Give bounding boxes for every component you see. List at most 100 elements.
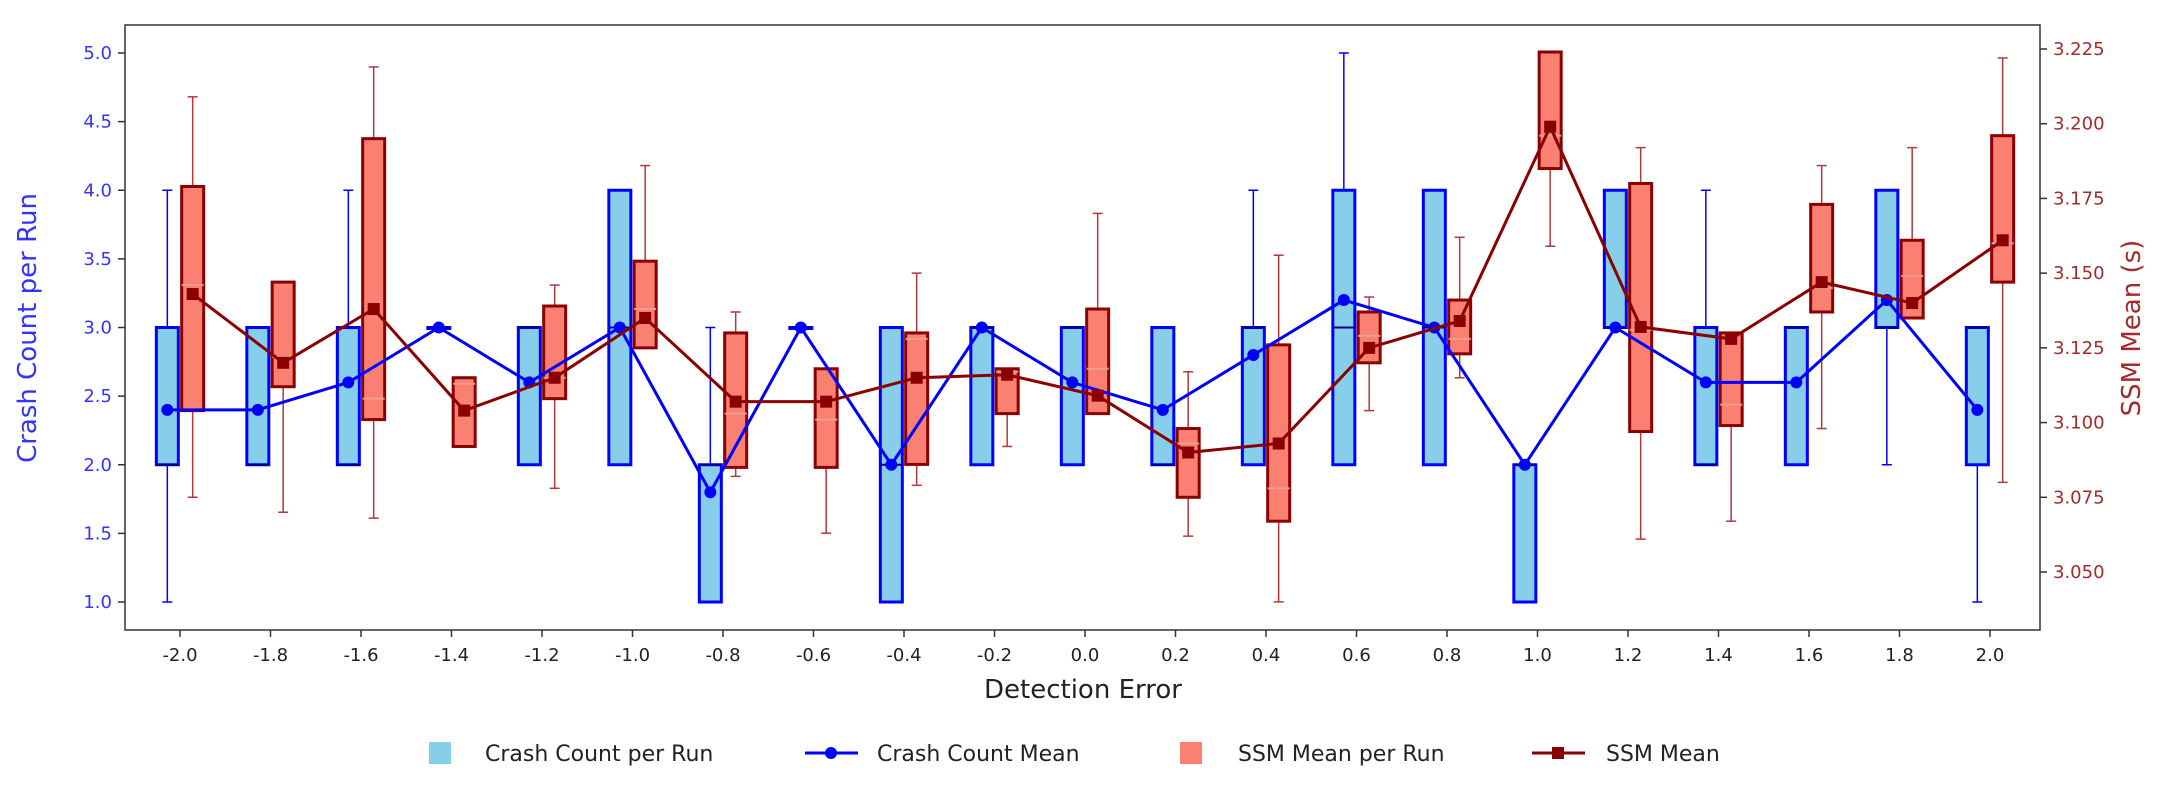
ssm-mean-point <box>1634 320 1647 333</box>
legend-crash-per-run-label: Crash Count per Run <box>485 742 713 767</box>
ssm-box <box>904 272 930 487</box>
x-tick-label: 1.2 <box>1614 645 1643 666</box>
crash-count-box <box>1512 463 1538 604</box>
ssm-mean-point <box>186 288 199 301</box>
y-left-tick-label: 4.5 <box>83 112 112 133</box>
crash-count-box <box>697 326 723 604</box>
x-tick-label: -1.4 <box>434 645 469 666</box>
y-right-tick-label: 3.200 <box>2053 114 2105 135</box>
x-tick-label: -1.8 <box>253 645 288 666</box>
crash-count-iqr <box>1512 463 1538 604</box>
ssm-box <box>1990 57 2016 484</box>
y-left-tick-label: 2.0 <box>83 455 112 476</box>
ssm-mean-point <box>367 303 380 316</box>
crash-count-mean-point <box>1971 403 1984 416</box>
legend-crash-per-run-swatch <box>429 742 451 764</box>
ssm-mean-point <box>1091 389 1104 402</box>
x-tick-label: -0.6 <box>796 645 831 666</box>
ssm-mean-point <box>729 395 742 408</box>
y-right-tick-label: 3.225 <box>2053 39 2105 60</box>
ssm-iqr <box>270 280 296 389</box>
ssm-iqr <box>1809 202 1835 314</box>
x-tick-label: 0.2 <box>1161 645 1190 666</box>
y-right-tick-label: 3.050 <box>2053 562 2105 583</box>
crash-count-box <box>969 326 995 467</box>
crash-count-iqr <box>1059 326 1085 467</box>
crash-count-iqr <box>516 326 542 467</box>
legend-ssm-mean-label: SSM Mean <box>1606 742 1720 767</box>
y-right-tick-label: 3.175 <box>2053 188 2105 209</box>
ssm-mean-point <box>1906 297 1919 310</box>
x-tick-label: -0.8 <box>705 645 740 666</box>
crash-count-mean-point <box>885 458 898 471</box>
crash-count-box <box>1693 189 1719 467</box>
crash-count-mean-point <box>1066 376 1079 389</box>
legend-ssm-per-run-swatch <box>1180 742 1202 764</box>
ssm-mean-point <box>1725 332 1738 345</box>
ssm-iqr <box>1266 343 1292 523</box>
y-right-tick-label: 3.100 <box>2053 413 2105 434</box>
crash-count-box <box>1783 326 1809 467</box>
y-left-tick-label: 1.5 <box>83 523 112 544</box>
crash-count-mean-point <box>1156 403 1169 416</box>
ssm-mean-point <box>1182 446 1195 459</box>
x-tick-label: 1.0 <box>1523 645 1552 666</box>
ssm-mean-point <box>458 404 471 417</box>
y-right-tick-label: 3.150 <box>2053 263 2105 284</box>
crash-count-iqr <box>1964 326 1990 467</box>
y-left-tick-label: 2.5 <box>83 386 112 407</box>
ssm-box <box>1809 164 1835 430</box>
axes: -2.0 -1.8 -1.6 -1.4 -1.2 -1.0 -0.8 -0.6 -0.4 -0.2… <box>83 39 2104 666</box>
crash-count-box <box>516 326 542 467</box>
crash-count-mean-point <box>432 321 445 334</box>
x-tick-label: -2.0 <box>162 645 197 666</box>
crash-count-mean-point <box>1337 294 1350 307</box>
ssm-box <box>1175 371 1201 537</box>
ssm-mean-point <box>820 395 833 408</box>
x-tick-label: 1.6 <box>1795 645 1824 666</box>
crash-count-iqr <box>697 463 723 604</box>
crash-count-iqr <box>1783 326 1809 467</box>
ssm-mean-point <box>1815 276 1828 289</box>
crash-count-box <box>335 189 361 467</box>
y-left-tick-label: 3.0 <box>83 318 112 339</box>
crash-count-mean-point <box>1609 321 1622 334</box>
ssm-box <box>632 164 658 350</box>
ssm-box <box>1899 146 1925 320</box>
crash-count-mean-point <box>1790 376 1803 389</box>
ssm-mean-point <box>1996 234 2009 247</box>
ssm-iqr <box>1175 427 1201 499</box>
legend-ssm-per-run-label: SSM Mean per Run <box>1238 742 1445 767</box>
ssm-mean-point <box>548 371 561 384</box>
crash-count-iqr <box>1693 326 1719 467</box>
ssm-iqr <box>542 304 568 401</box>
crash-count-mean-point <box>1518 458 1531 471</box>
crash-count-box <box>1150 326 1176 467</box>
crash-count-mean-point <box>251 403 264 416</box>
legend: Crash Count per Run Crash Count Mean SSM… <box>429 742 1720 767</box>
ssm-box <box>361 66 387 519</box>
y-left-tick-label: 1.0 <box>83 592 112 613</box>
x-axis-label: Detection Error <box>984 675 1182 705</box>
x-tick-label: -1.6 <box>343 645 378 666</box>
ssm-mean-point <box>1272 437 1285 450</box>
ssm-iqr <box>1537 50 1563 171</box>
crash-count-iqr <box>969 326 995 467</box>
crash-count-mean-point <box>613 321 626 334</box>
x-tick-label: 2.0 <box>1976 645 2005 666</box>
ssm-iqr <box>1718 331 1744 428</box>
crash-count-mean-point <box>1247 348 1260 361</box>
x-tick-label: -0.2 <box>977 645 1012 666</box>
ssm-box <box>813 367 839 534</box>
crash-count-mean-point <box>161 403 174 416</box>
crash-count-iqr <box>154 326 180 467</box>
y-left-tick-label: 4.0 <box>83 180 112 201</box>
ssm-mean-point <box>1544 120 1557 133</box>
y-right-tick-label: 3.075 <box>2053 487 2105 508</box>
x-tick-label: 0.8 <box>1433 645 1462 666</box>
crash-count-mean-point <box>342 376 355 389</box>
ssm-iqr <box>813 367 839 469</box>
x-tick-label: 0.4 <box>1252 645 1281 666</box>
x-tick-label: 1.4 <box>1704 645 1733 666</box>
crash-count-iqr <box>1150 326 1176 467</box>
